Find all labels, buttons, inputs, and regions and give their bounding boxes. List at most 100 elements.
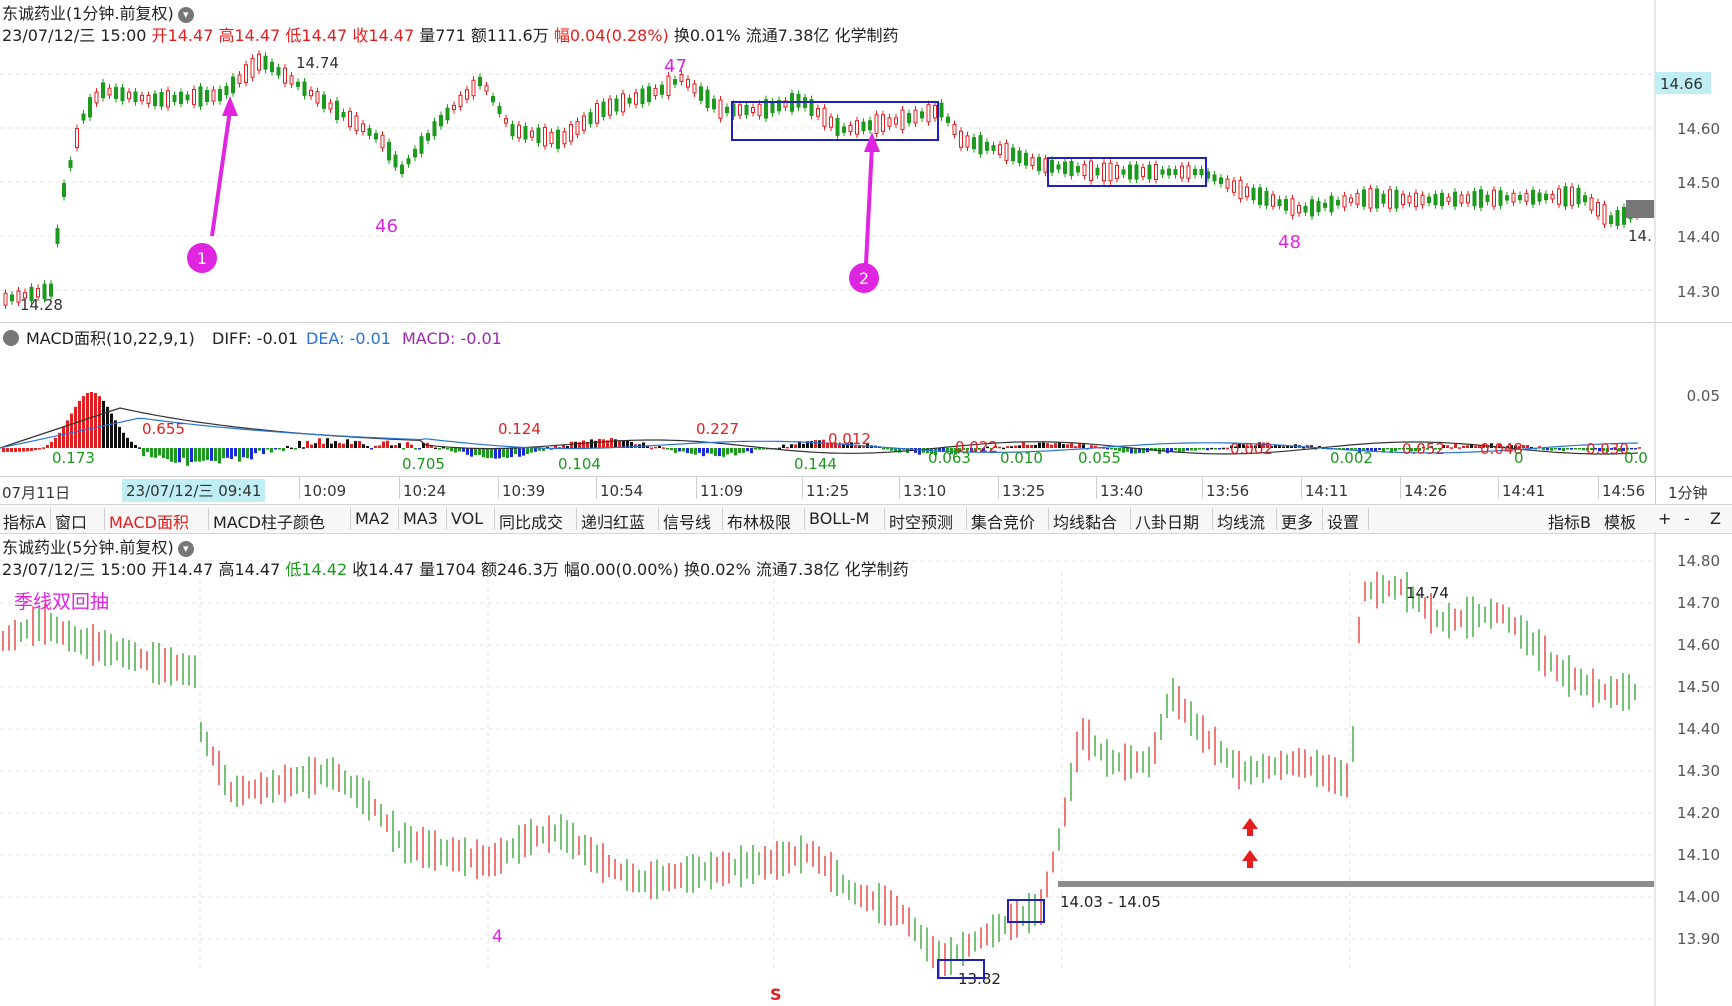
tab-right-0[interactable]: 指标B [1548,513,1591,532]
minute-chart-panel[interactable]: 东诚药业(1分钟.前复权) ▾ 23/07/12/三 15:00 开14.47 高… [0,0,1732,322]
five-minute-chart-panel[interactable]: 东诚药业(5分钟.前复权) ▾ 23/07/12/三 15:00 开14.47 高… [0,532,1732,1006]
tab-16[interactable]: 均线流 [1217,513,1266,532]
candle-body [679,74,684,82]
tab-18[interactable]: 设置 [1327,513,1360,532]
candle-body [1329,195,1334,213]
macd-label: 0.002 [1230,440,1273,458]
period-label[interactable]: 1分钟 [1668,484,1708,502]
tab-1[interactable]: 窗口 [55,513,88,532]
candle-body [1284,198,1288,211]
candle-body [985,141,989,151]
candle-body [887,117,892,127]
macd-bar [1530,446,1533,449]
tab-right-1[interactable]: 模板 [1604,513,1637,532]
candle-body [1401,193,1405,205]
candle-body [484,85,489,92]
bottom-high-mark: 14.74 [1406,584,1449,602]
macd-bar [734,448,737,456]
tab-15[interactable]: 八卦日期 [1135,513,1200,532]
dropdown-icon[interactable]: ▾ [177,540,194,557]
candle-body [1160,169,1165,175]
circle-marker-1-label: 1 [197,249,207,268]
tab-divider [884,508,885,530]
macd-bar [542,448,545,451]
dea-line [0,417,1639,454]
candle-body [900,109,905,130]
tab-right-4[interactable]: Z [1710,509,1721,528]
candle-body [770,101,775,113]
macd-bar [314,443,317,448]
price-tick: 13.90 [1677,930,1720,948]
macd-bar [94,393,97,448]
macd-bar [162,448,165,459]
macd-bar [422,442,425,448]
tab-divider [350,508,351,530]
tab-7[interactable]: 同比成交 [499,513,564,532]
macd-bar [1174,448,1177,451]
macd-bar [1230,445,1233,448]
macd-bar [290,447,293,450]
candle-body [62,183,66,197]
tab-14[interactable]: 均线黏合 [1053,513,1118,532]
macd-bar [374,445,377,448]
candle-body [510,124,515,137]
candle-body [783,100,788,108]
macd-bar [594,440,597,448]
macd-bar [1410,448,1413,452]
last-price-mark: 14. [1628,227,1652,245]
time-tick-mark [696,477,697,499]
bottom-box-1 [937,959,985,979]
close-value: 14.47 [368,26,415,45]
macd-bar [278,448,281,450]
tab-8[interactable]: 递归红蓝 [581,513,646,532]
tab-right-2[interactable]: + [1658,509,1672,528]
tab-4[interactable]: MA2 [355,509,390,528]
macd-bar [1610,448,1613,450]
bottom-float: 流通7.38亿 [755,560,840,579]
candle-body [426,133,430,141]
candle-body [1492,189,1496,207]
macd-bar [862,446,865,448]
candle-body [1375,188,1379,209]
tab-3[interactable]: MACD柱子颜色 [213,513,325,532]
macd-bar [1430,446,1433,448]
price-tick: 14.30 [1677,762,1720,780]
tab-2[interactable]: MACD面积 [109,513,189,532]
candle-body [1297,205,1301,214]
tab-11[interactable]: BOLL-M [809,509,870,528]
macd-label: 0.063 [928,449,971,467]
tab-13[interactable]: 集合竞价 [971,513,1036,532]
dropdown-icon[interactable]: ▾ [177,6,194,23]
macd-bar [190,448,193,463]
macd-bar [790,444,793,448]
macd-bar [34,448,37,451]
tab-10[interactable]: 布林极限 [727,513,792,532]
candle-body [1557,188,1561,205]
tab-9[interactable]: 信号线 [663,513,712,532]
candle-body [335,100,339,121]
tab-17[interactable]: 更多 [1281,513,1314,532]
macd-bar [454,448,457,453]
macd-bar [466,448,469,455]
tab-right-3[interactable]: - [1684,509,1690,528]
macd-bar [1438,448,1441,450]
macd-bar [750,448,753,454]
macd-bar [1278,445,1281,448]
macd-name: MACD面积(10,22,9,1) [26,329,195,348]
macd-bar [1466,445,1469,448]
time-tick: 14:41 [1502,482,1546,500]
candle-body [1024,152,1028,166]
tab-6[interactable]: VOL [451,509,484,528]
tab-12[interactable]: 时空预测 [889,513,954,532]
candle-body [842,126,846,133]
tab-0[interactable]: 指标A [3,513,46,532]
candle-body [751,107,755,113]
candle-body [140,94,144,102]
macd-dropdown-icon[interactable] [3,330,19,346]
macd-bar [658,446,661,448]
macd-bar [394,445,397,448]
high-label: 高 [218,26,235,45]
macd-panel[interactable]: MACD面积(10,22,9,1) DIFF: -0.01 DEA: -0.01… [0,322,1732,477]
tab-5[interactable]: MA3 [403,509,438,528]
macd-bar [46,445,49,448]
